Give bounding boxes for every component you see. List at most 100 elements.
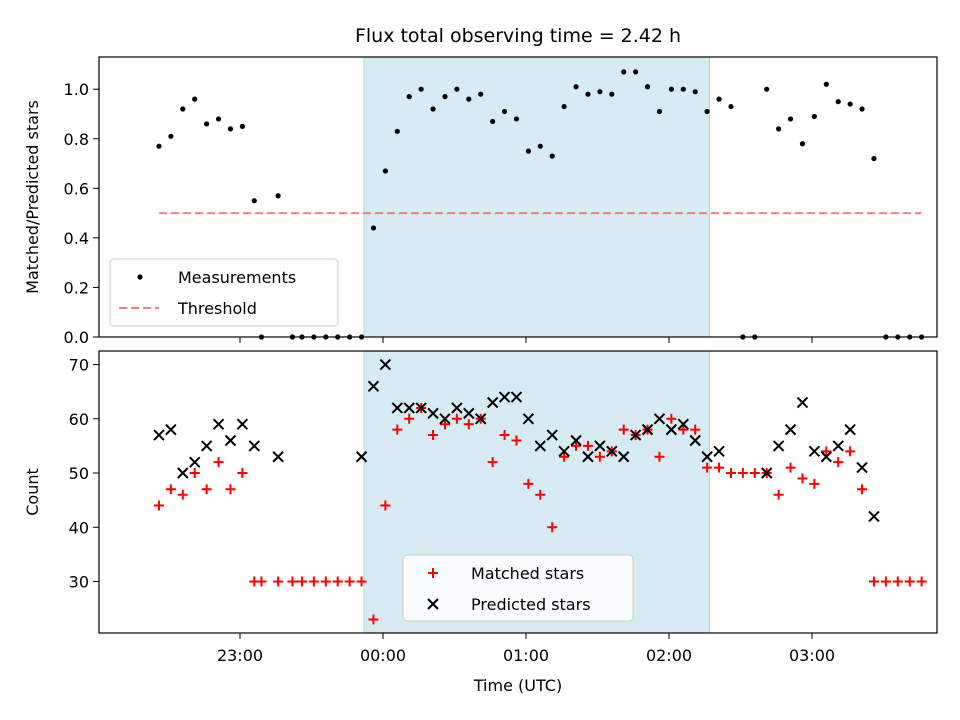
x-axis-label: Time (UTC) [473,676,562,695]
data-point [511,435,522,446]
top-panel: 0.0 0.2 0.4 0.6 0.8 1.0 Matched/Predicted star… [23,56,938,347]
data-point [582,440,593,451]
data-point [784,423,797,436]
y-tick-label: 60 [69,410,89,429]
data-point [382,168,388,174]
x-tick-label: 01:00 [503,646,549,665]
data-point [189,456,201,468]
legend-marker [137,274,143,280]
x-tick-label: 00:00 [360,646,406,665]
y-tick-label: 50 [69,464,89,483]
data-point [454,86,460,92]
data-point [380,500,391,511]
data-point [787,116,794,122]
data-point [273,576,284,587]
legend-marker [428,568,438,578]
data-point [618,451,630,463]
data-point [797,473,808,484]
data-point [547,522,558,533]
data-point [749,468,760,479]
data-point [856,461,868,474]
data-point [522,413,535,425]
data-point [177,489,188,500]
data-point [403,402,415,414]
y-tick-label: 0.4 [64,229,89,248]
data-point [379,358,392,371]
x-tick-label: 03:00 [789,646,835,665]
data-point [212,418,225,430]
data-point [701,451,713,463]
data-point [287,576,298,587]
data-point [225,484,236,495]
data-point [573,84,579,90]
data-point [677,418,690,430]
data-point [716,96,722,102]
data-point [466,96,472,102]
data-point [690,424,701,435]
data-point [404,413,415,424]
data-point [320,576,331,587]
y-tick-label: 0.2 [64,278,89,297]
data-point [680,86,686,92]
data-point [427,407,439,420]
data-point [609,91,615,97]
data-point [799,141,806,147]
data-point [808,445,821,458]
data-point [237,468,248,479]
data-point [772,440,785,452]
data-point [499,430,510,441]
data-point [606,445,618,458]
data-point [594,451,605,462]
data-point [653,413,666,425]
data-point [546,429,558,441]
data-point [442,94,448,100]
data-point [868,510,880,523]
data-point [510,391,523,403]
y-tick-label: 70 [69,356,89,375]
data-point [394,128,400,134]
data-point [857,484,868,495]
data-point [367,380,380,392]
data-point [904,576,915,587]
data-point [525,148,531,154]
data-point [868,576,879,587]
data-point [490,118,496,125]
bottom-panel: 30 40 50 60 70 23:00 00:00 01:00 02:00 03:00 Count… [23,350,938,665]
data-point [844,423,856,436]
data-point [641,423,654,436]
data-point [513,116,520,122]
data-point [227,126,234,132]
y-tick-label: 40 [69,518,89,537]
data-point [880,576,891,587]
data-point [439,419,450,430]
data-point [796,396,809,409]
data-point [200,440,213,452]
data-point [821,446,832,457]
plot-frame [98,350,938,634]
data-layer [153,358,927,625]
data-point [248,440,261,452]
data-point [847,101,853,107]
data-point [165,423,177,436]
data-point [475,413,487,425]
data-point [714,462,725,473]
data-point [451,413,462,424]
data-point [585,91,591,97]
data-point [668,86,674,92]
data-point [761,467,773,479]
data-point [356,576,367,587]
data-point [859,106,865,112]
y-tick-label: 0.8 [64,130,89,149]
data-point [561,103,567,110]
legend-entry: Matched stars [471,564,584,583]
data-point [487,457,498,468]
data-point [594,440,606,452]
data-point [153,429,165,441]
x-tick-label: 02:00 [646,646,692,665]
data-point [415,402,427,414]
y-axis-label: Matched/Predicted stars [23,100,42,294]
data-point [189,468,200,479]
data-point [478,91,484,97]
data-point [224,434,237,447]
